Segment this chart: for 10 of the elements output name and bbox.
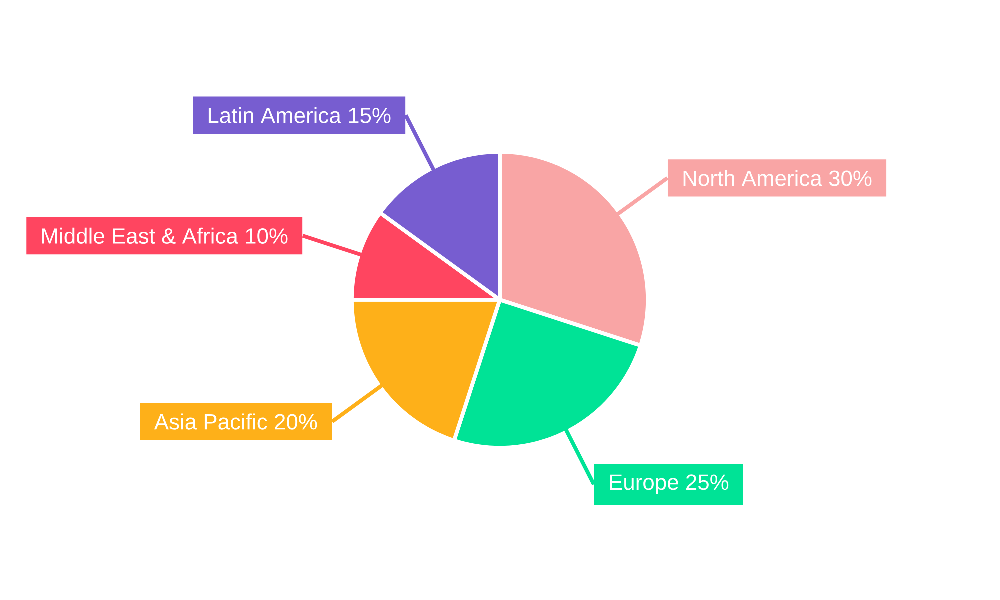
slice-label: Middle East & Africa: [42, 228, 238, 244]
data-label: 25%: [686, 474, 729, 490]
data-label: 10%: [246, 228, 288, 244]
slice-label: Latin America: [208, 107, 342, 124]
slice-label: Europe: [610, 474, 678, 495]
slice-label: Asia Pacific: [154, 414, 268, 430]
data-label: 20%: [275, 414, 318, 430]
data-label: 30%: [829, 170, 872, 186]
data-label: 15%: [349, 108, 391, 124]
slice-label: North America: [684, 170, 822, 186]
